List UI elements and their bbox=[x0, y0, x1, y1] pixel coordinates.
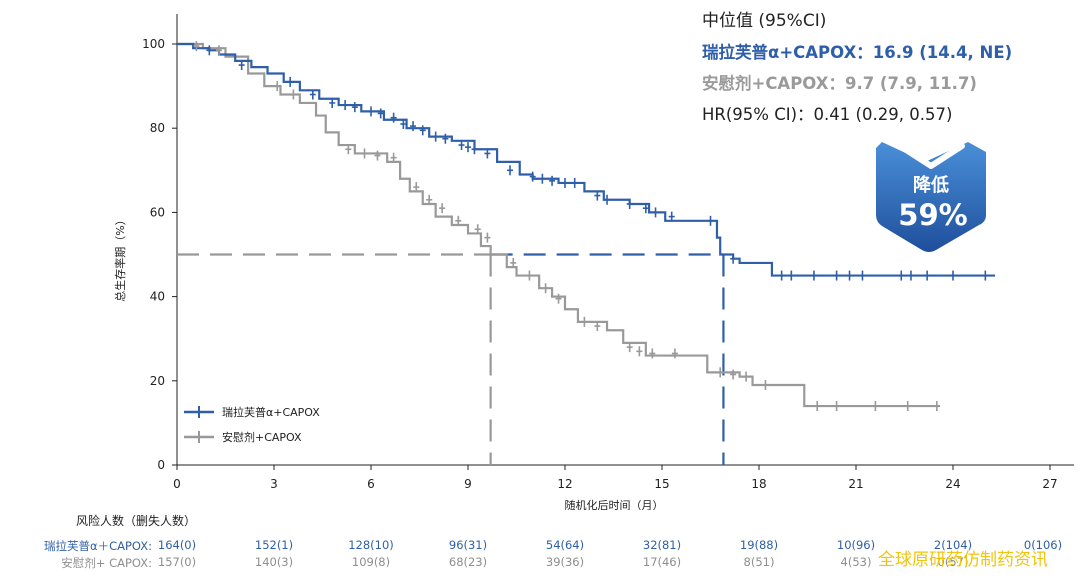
risk-row-series2: 安慰剂+ CAPOX: 157(0) 140(3) 109(8) 68(23) … bbox=[0, 555, 1080, 571]
badge-value: 59% bbox=[898, 198, 967, 232]
watermark: 全球原研药仿制药资讯 bbox=[878, 550, 1048, 570]
y-tick-label: 80 bbox=[150, 121, 165, 135]
risk-cell: 140(3) bbox=[254, 555, 294, 569]
risk-cell: 17(46) bbox=[642, 555, 682, 569]
risk-cell: 68(23) bbox=[448, 555, 488, 569]
risk-cell: 32(81) bbox=[642, 538, 682, 552]
axes: 0 3 6 9 12 15 18 21 24 27 0 20 40 60 80 100 bbox=[142, 14, 1074, 491]
survival-curve-series2 bbox=[177, 42, 941, 408]
annotation-series1-median: 瑞拉芙普α+CAPOX：16.9 (14.4, NE) bbox=[702, 43, 1013, 62]
risk-cell: 4(53) bbox=[840, 555, 872, 569]
x-tick-label: 12 bbox=[557, 477, 572, 491]
risk-table: 风险人数（删失人数） 瑞拉芙普α＋CAPOX: 164(0) 152(1) 12… bbox=[0, 510, 1080, 577]
risk-cell: 2(104) bbox=[933, 538, 973, 552]
annotation-header: 中位值 (95%CI) bbox=[702, 11, 827, 31]
badge-label: 降低 bbox=[913, 174, 949, 196]
y-axis-title: 总生存率期（%） bbox=[113, 214, 127, 301]
x-tick-label: 18 bbox=[751, 477, 766, 491]
x-tick-label: 9 bbox=[464, 477, 472, 491]
legend-label-series1: 瑞拉芙普α+CAPOX bbox=[222, 405, 320, 419]
y-tick-label: 100 bbox=[142, 37, 165, 51]
risk-cell: 96(31) bbox=[448, 538, 488, 552]
risk-cell: 8(51) bbox=[743, 555, 775, 569]
reference-lines bbox=[177, 253, 725, 465]
risk-table-title: 风险人数（删失人数） bbox=[76, 514, 197, 528]
legend: 瑞拉芙普α+CAPOX 安慰剂+CAPOX bbox=[184, 405, 320, 444]
median-annotation: 中位值 (95%CI) 瑞拉芙普α+CAPOX：16.9 (14.4, NE) … bbox=[702, 6, 1012, 130]
legend-label-series2: 安慰剂+CAPOX bbox=[222, 430, 302, 444]
legend-item-series2: 安慰剂+CAPOX bbox=[184, 430, 302, 444]
x-tick-label: 0 bbox=[173, 477, 181, 491]
km-chart: 0 3 6 9 12 15 18 21 24 27 0 20 40 60 80 100 随机化后时间（月） 总… bbox=[113, 14, 1074, 510]
y-tick-label: 40 bbox=[150, 290, 165, 304]
risk-cell: 152(1) bbox=[254, 538, 294, 552]
badge-shield bbox=[876, 142, 986, 252]
y-tick-label: 20 bbox=[150, 374, 165, 388]
legend-item-series1: 瑞拉芙普α+CAPOX bbox=[184, 405, 320, 419]
censor-marks bbox=[193, 41, 989, 412]
risk-cell: 128(10) bbox=[348, 538, 394, 552]
annotation-hazard-ratio: HR(95% CI)：0.41 (0.29, 0.57) bbox=[702, 105, 953, 124]
x-tick-label: 24 bbox=[945, 477, 960, 491]
risk-cell: 164(0) bbox=[157, 538, 197, 552]
risk-cell: 109(8) bbox=[351, 555, 391, 569]
risk-row-label: 安慰剂+ CAPOX: bbox=[61, 556, 152, 570]
x-tick-label: 3 bbox=[270, 477, 278, 491]
risk-cell: 54(64) bbox=[545, 538, 585, 552]
x-tick-label: 27 bbox=[1042, 477, 1057, 491]
y-tick-label: 0 bbox=[157, 458, 165, 472]
reduction-badge: 降低 59% bbox=[876, 142, 986, 252]
annotation-series2-median: 安慰剂+CAPOX：9.7 (7.9, 11.7) bbox=[702, 74, 977, 93]
x-tick-label: 6 bbox=[367, 477, 375, 491]
x-tick-label: 15 bbox=[654, 477, 669, 491]
risk-cell: 157(0) bbox=[157, 555, 197, 569]
chevron-down-icon bbox=[897, 143, 965, 169]
risk-row-label: 瑞拉芙普α＋CAPOX: bbox=[44, 539, 152, 553]
risk-cell: 0(106) bbox=[1023, 538, 1063, 552]
x-tick-label: 21 bbox=[848, 477, 863, 491]
risk-cell: 0(57) bbox=[937, 555, 969, 569]
risk-cell: 19(88) bbox=[739, 538, 779, 552]
risk-cell: 10(96) bbox=[836, 538, 876, 552]
risk-row-series1: 瑞拉芙普α＋CAPOX: 164(0) 152(1) 128(10) 96(31… bbox=[0, 538, 1080, 554]
risk-cell: 39(36) bbox=[545, 555, 585, 569]
x-axis-title: 随机化后时间（月） bbox=[565, 498, 664, 510]
y-tick-label: 60 bbox=[150, 205, 165, 219]
